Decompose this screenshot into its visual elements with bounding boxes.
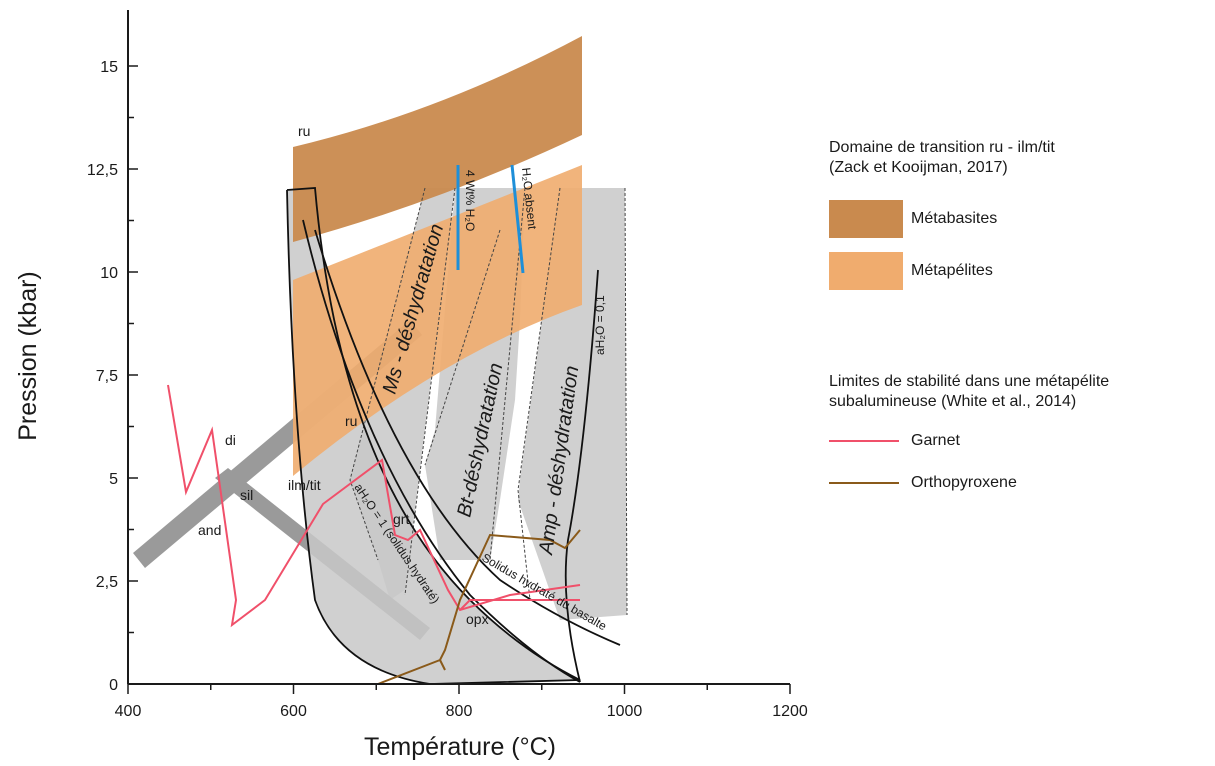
x-tick-label: 1200 [772, 703, 808, 720]
legend-label-garnet: Garnet [911, 432, 960, 449]
x-tick-label: 800 [446, 703, 473, 720]
ah2o-1-solidus-curve [302, 219, 581, 683]
y-tick-label: 10 [100, 265, 118, 282]
label-ru-mid: ru [345, 413, 357, 429]
x-axis-title: Température (°C) [364, 733, 556, 761]
metapelites-swatch [829, 252, 903, 290]
label-ilm-tit: ilm/tit [288, 477, 321, 493]
legend-item-garnet: Garnet [829, 432, 960, 450]
y-axis-ticks: 0 2,5 5 7,5 10 12,5 15 [87, 59, 138, 694]
label-ru-top: ru [298, 123, 310, 139]
amp-boundary-right [624, 187, 628, 616]
legend-item-orthopyroxene: Orthopyroxene [829, 474, 1017, 492]
label-h2o-absent: H₂O absent [519, 167, 539, 231]
y-tick-label: 7,5 [96, 368, 118, 385]
x-axis-ticks: 400 600 800 1000 1200 [115, 684, 808, 720]
legend-item-metabasites: Métabasites [829, 200, 997, 238]
legend-section2-title-line2: subalumineuse (White et al., 2014) [829, 393, 1077, 410]
garnet-curve-lower [459, 599, 580, 611]
x-tick-label: 1000 [607, 703, 643, 720]
label-and: and [198, 522, 221, 538]
ah2o-01-curve [564, 269, 599, 683]
opx-curve-lower [439, 659, 446, 671]
opx-curve [377, 529, 581, 685]
label-di: di [225, 432, 236, 448]
legend-label-metapelites: Métapélites [911, 262, 993, 279]
label-h2o-4wt: 4 Wt% H₂O [463, 170, 477, 231]
metabasites-swatch [829, 200, 903, 238]
label-ah2o-01: aH₂O = 0,1 [593, 295, 607, 355]
amp-boundary-left [517, 187, 561, 601]
x-tick-label: 600 [280, 703, 307, 720]
ms-boundary-left [349, 187, 426, 561]
legend-item-metapelites: Métapélites [829, 252, 993, 290]
metabasite-band [293, 36, 582, 242]
legend-section1-title-line2: (Zack et Kooijman, 2017) [829, 159, 1008, 176]
garnet-curve-left [167, 384, 581, 628]
y-tick-label: 2,5 [96, 574, 118, 591]
legend: Domaine de transition ru - ilm/tit (Zack… [829, 130, 1209, 500]
legend-section2-title-line1: Limites de stabilité dans une métapélite [829, 373, 1110, 390]
label-opx: opx [466, 611, 489, 627]
legend-section1-title-line1: Domaine de transition ru - ilm/tit [829, 139, 1055, 156]
solidus-grey-region [287, 190, 580, 684]
label-sil: sil [240, 487, 253, 503]
label-grt: grt [393, 511, 409, 527]
y-tick-label: 5 [109, 471, 118, 488]
y-tick-label: 15 [100, 59, 118, 76]
blue-line-absent [510, 164, 525, 274]
y-tick-label: 0 [109, 677, 118, 694]
y-axis-title: Pression (kbar) [14, 271, 42, 441]
bt-boundary-left [424, 229, 501, 466]
legend-label-metabasites: Métabasites [911, 210, 998, 227]
garnet-line-swatch [829, 440, 899, 442]
orthopyroxene-line-swatch [829, 482, 899, 484]
y-tick-label: 12,5 [87, 162, 118, 179]
legend-label-orthopyroxene: Orthopyroxene [911, 474, 1017, 491]
metapelite-band [293, 165, 582, 476]
x-tick-label: 400 [115, 703, 142, 720]
